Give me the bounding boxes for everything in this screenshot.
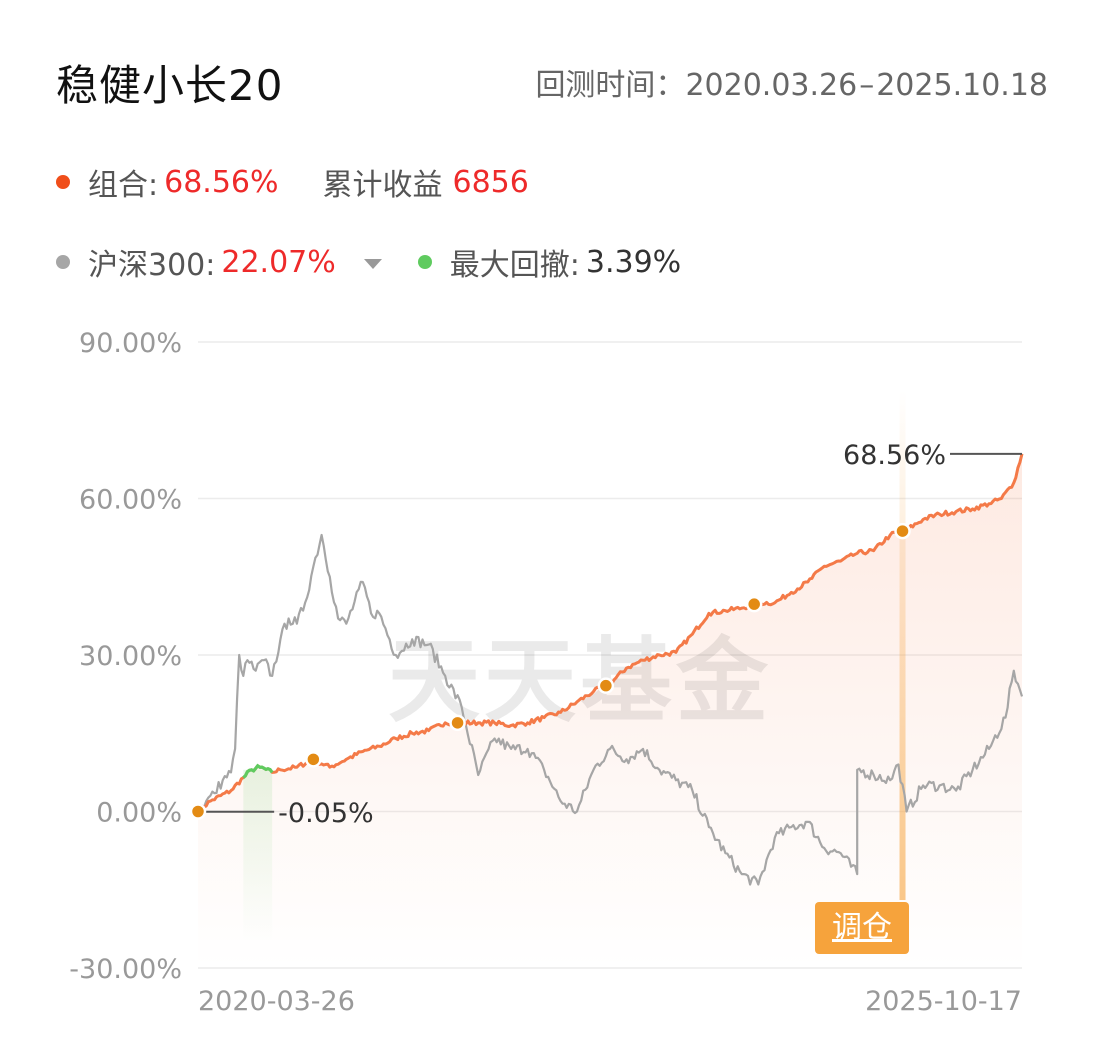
drawdown-dot-icon (417, 255, 432, 269)
y-tick-label: -30.00% (69, 954, 182, 985)
y-tick-label: 0.00% (96, 798, 182, 829)
x-tick-label: 2025-10-17 (865, 986, 1022, 1017)
page-title: 稳健小长20 (56, 61, 284, 110)
benchmark-value: 22.07% (221, 244, 336, 280)
rebalance-line (899, 390, 906, 900)
period-separator: – (859, 68, 875, 103)
y-tick-label: 60.00% (79, 485, 182, 516)
rebalance-button[interactable]: 调仓 (815, 902, 909, 954)
portfolio-area (198, 453, 1022, 968)
rebalance-marker (597, 677, 615, 694)
portfolio-value: 68.56% (164, 164, 279, 200)
rebalance-marker (894, 522, 911, 540)
legend-portfolio-row: 组合: 68.56% 累计收益 6856 (56, 160, 529, 204)
period-start: 2020.03.26 (685, 68, 858, 103)
cumulative-label: 累计收益 (322, 168, 443, 203)
drawdown-band (243, 769, 273, 942)
drawdown-value: 3.39% (585, 244, 682, 280)
rebalance-marker (449, 714, 466, 732)
rebalance-marker (305, 751, 322, 768)
rebalance-marker (189, 803, 207, 820)
cumulative-value: 6856 (452, 164, 529, 200)
period-end: 2025.10.18 (876, 68, 1048, 103)
x-tick-label: 2020-03-26 (198, 986, 355, 1017)
benchmark-dropdown-icon[interactable] (363, 259, 382, 269)
y-tick-label: 30.00% (79, 641, 182, 672)
watermark: 天天基金 (388, 627, 772, 735)
performance-chart[interactable]: 90.00% 60.00% 30.00% 0.00% -30.00% 2020-03-26… (0, 300, 1096, 1057)
chart-svg: 90.00% 60.00% 30.00% 0.00% -30.00% 2020-03-26… (69, 328, 1024, 1017)
annotation-start-value: -0.05% (278, 798, 374, 829)
drawdown-segment (242, 763, 274, 779)
period-label: 回测时间： (535, 68, 686, 103)
rebalance-marker (745, 595, 763, 613)
legend-benchmark-row: 沪深300: 22.07% 最大回撤: 3.39% (56, 240, 681, 284)
y-tick-label: 90.00% (79, 328, 182, 359)
backtest-period: 回测时间：2020.03.26–2025.10.18 (535, 60, 1048, 104)
drawdown-label: 最大回撤: (449, 248, 580, 283)
annotation-end-value: 68.56% (843, 440, 946, 471)
benchmark-label: 沪深300: (88, 248, 216, 283)
portfolio-label: 组合: (88, 168, 159, 203)
benchmark-dot-icon (56, 255, 70, 269)
series-line-benchmark (197, 533, 1024, 886)
portfolio-dot-icon (56, 175, 70, 189)
